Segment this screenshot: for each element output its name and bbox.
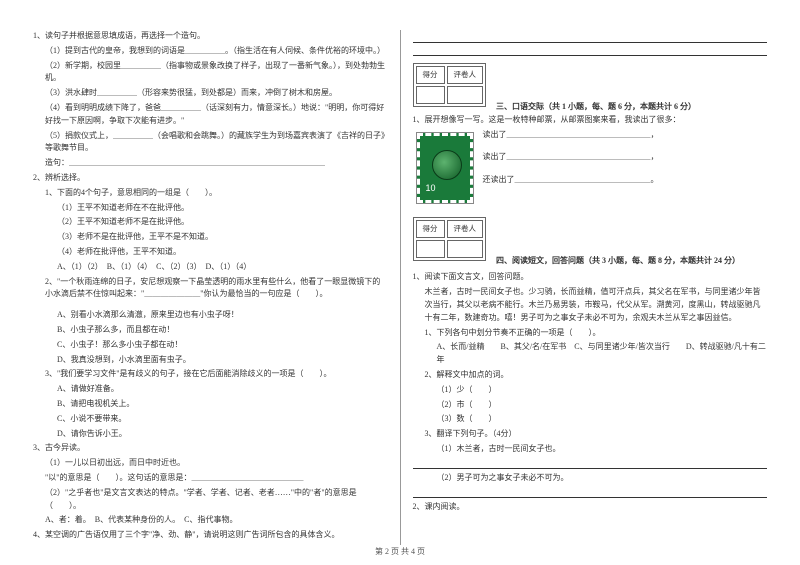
section-4-title: 四、阅读短文，回答问题（共 3 小题，每、题 8 分，本题共计 24 分） — [496, 256, 740, 265]
q3-line: （2）"之乎者也"是文言文表达的特点。"学者、学者、记者、老者……"中的"者"的… — [33, 487, 388, 513]
sec4-q1-stem: 1、阅读下面文言文，回答问题。 — [413, 271, 768, 284]
grader-label: 评卷人 — [447, 66, 484, 84]
stamp-image — [417, 133, 473, 203]
q2-1-opt: （1）王平不知道老师在不在批评他。 — [33, 202, 388, 215]
sec4-sub3-line: （2）男子可为之事女子未必不可为。 — [413, 472, 768, 485]
q3-stem: 3、古今异读。 — [33, 442, 388, 455]
q2-stem: 2、辨析选择。 — [33, 172, 388, 185]
sec4-sub1-opts: A、长而/益精 B、其父/名/在军书 C、与同里诸少年/皆次当行 D、转战驱驰/… — [413, 341, 768, 367]
q2-3-opt: D、请你告诉小王。 — [33, 428, 388, 441]
grader-cell[interactable] — [447, 86, 484, 104]
q2-3-opt: B、请把电视机关上。 — [33, 398, 388, 411]
q4-stem: 4、某空调的广告语仅用了三个字"净、劲、静"，请说明这则广告词所包含的具体含义。 — [33, 529, 388, 542]
sec4-sub2-opt: （1）少（ ） — [413, 384, 768, 397]
right-column: 得分 评卷人 三、口语交际（共 1 小题，每、题 6 分，本题共计 6 分） 1… — [405, 30, 776, 545]
left-column: 1、读句子并根据意思填成语，再选择一个造句。 （1）提到古代的皇帝，我想到的词语… — [25, 30, 396, 545]
q2-1-opt: （2）王平不知道老师不是在批评他。 — [33, 216, 388, 229]
q2-3-stem: 3、"我们要学习文件"是有歧义的句子，接在它后面能消除歧义的一项是（ ）。 — [33, 368, 388, 381]
sec4-sub2-opt: （2）市（ ） — [413, 399, 768, 412]
sec4-sub3-line: （1）木兰者，古时一民间女子也。 — [413, 443, 768, 456]
answer-line[interactable] — [413, 459, 768, 469]
grader-label: 评卷人 — [447, 220, 484, 238]
sec3-line[interactable]: 还读出了＿＿＿＿＿＿＿＿＿＿＿＿＿＿＿＿＿。 — [483, 174, 733, 187]
sec4-q2: 2、课内阅读。 — [413, 501, 768, 514]
q2-1-stem: 1、下面的4个句子，意思相同的一组是（ ）。 — [33, 187, 388, 200]
column-divider — [400, 30, 401, 545]
stamp-row: 读出了＿＿＿＿＿＿＿＿＿＿＿＿＿＿＿＿＿＿， 读出了＿＿＿＿＿＿＿＿＿＿＿＿＿＿… — [413, 129, 768, 207]
score-box: 得分 评卷人 — [413, 63, 487, 107]
q2-3-opt: C、小说不要带来。 — [33, 413, 388, 426]
q3-line: "以"的意思是（ ）。这句话的意思是：＿＿＿＿＿＿＿＿＿＿＿＿＿＿ — [33, 472, 388, 485]
q2-2-stem: 2、"一个秋雨连绵的日子，安尼想观察一下晶莹透明的雨水里有些什么，他看了一眼显微… — [33, 276, 388, 302]
page-footer: 第 2 页 共 4 页 — [0, 546, 800, 559]
score-cell[interactable] — [416, 240, 445, 258]
q1-item: （2）新学期，校园里＿＿＿＿＿（指事物或景象改换了样子，出现了一番新气象。），到… — [33, 60, 388, 86]
answer-line[interactable] — [413, 46, 768, 56]
q2-2-opt: D、我真没想到，小水滴里面有虫子。 — [33, 354, 388, 367]
q2-1-choices: A、（1）（2） B、（1）（4） C、（2）（3） D、（1）（4） — [33, 261, 388, 274]
section-3-title: 三、口语交际（共 1 小题，每、题 6 分，本题共计 6 分） — [496, 102, 696, 111]
score-label: 得分 — [416, 220, 445, 238]
q2-2-opt: B、小虫子那么多，而且都在动！ — [33, 324, 388, 337]
sec3-line[interactable]: 读出了＿＿＿＿＿＿＿＿＿＿＿＿＿＿＿＿＿＿， — [483, 151, 733, 164]
page-container: 1、读句子并根据意思填成语，再选择一个造句。 （1）提到古代的皇帝，我想到的词语… — [0, 0, 800, 565]
sec3-line[interactable]: 读出了＿＿＿＿＿＿＿＿＿＿＿＿＿＿＿＿＿＿， — [483, 129, 733, 142]
sec3-stem: 1、展开想像写一写。这是一枚特种邮票，从邮票图案来看，我读出了很多： — [413, 114, 768, 127]
q2-2-opt: C、小虫子！那么多小虫子都在动！ — [33, 339, 388, 352]
sec4-passage: 木兰者，古时一民间女子也。少习骑，长而益精，值可汗点兵，其父名在军书，与同里诸少… — [413, 286, 768, 324]
q1-item: （3）洪水肆时＿＿＿＿＿（形容来势很猛，到处都是）而来，冲倒了树木和房屋。 — [33, 87, 388, 100]
answer-line[interactable] — [413, 33, 768, 43]
grader-cell[interactable] — [447, 240, 484, 258]
q2-3-opt: A、请做好准备。 — [33, 383, 388, 396]
sec4-sub1: 1、下列各句中划分节奏不正确的一项是（ ）。 — [413, 327, 768, 340]
q3-line: A、者：着。 B、代表某种身份的人。 C、指代事物。 — [33, 514, 388, 527]
q1-item: （5）捐款仪式上，＿＿＿＿＿（会唱歌和会跳舞。）的藏族学生为到场嘉宾表演了《吉祥… — [33, 130, 388, 156]
score-box: 得分 评卷人 — [413, 217, 487, 261]
sec4-sub2: 2、解释文中加点的词。 — [413, 369, 768, 382]
q2-1-opt: （4）老师在批评他，王平不知道。 — [33, 246, 388, 259]
q1-item: （1）提到古代的皇帝，我想到的词语是＿＿＿＿＿。（指生活在有人伺候、条件优裕的环… — [33, 45, 388, 58]
q1-blank: 造句：＿＿＿＿＿＿＿＿＿＿＿＿＿＿＿＿＿＿＿＿＿＿＿＿＿＿＿＿＿＿＿＿ — [33, 157, 388, 170]
answer-line[interactable] — [413, 488, 768, 498]
q1-stem: 1、读句子并根据意思填成语，再选择一个造句。 — [33, 30, 388, 43]
score-cell[interactable] — [416, 86, 445, 104]
q2-1-opt: （3）老师不是在批评他，王平不是不知道。 — [33, 231, 388, 244]
sec4-sub3: 3、翻译下列句子。（4分） — [413, 428, 768, 441]
sec4-sub2-opt: （3）数（ ） — [413, 413, 768, 426]
score-label: 得分 — [416, 66, 445, 84]
q3-line: （1）一儿以日初出远，而日中时近也。 — [33, 457, 388, 470]
q1-item: （4）看到明明成绩下降了，爸爸＿＿＿＿＿（话深刻有力，情意深长。）地说："明明，… — [33, 102, 388, 128]
q2-2-opt: A、别看小水滴那么清澈，原来里边也有小虫子呀！ — [33, 309, 388, 322]
